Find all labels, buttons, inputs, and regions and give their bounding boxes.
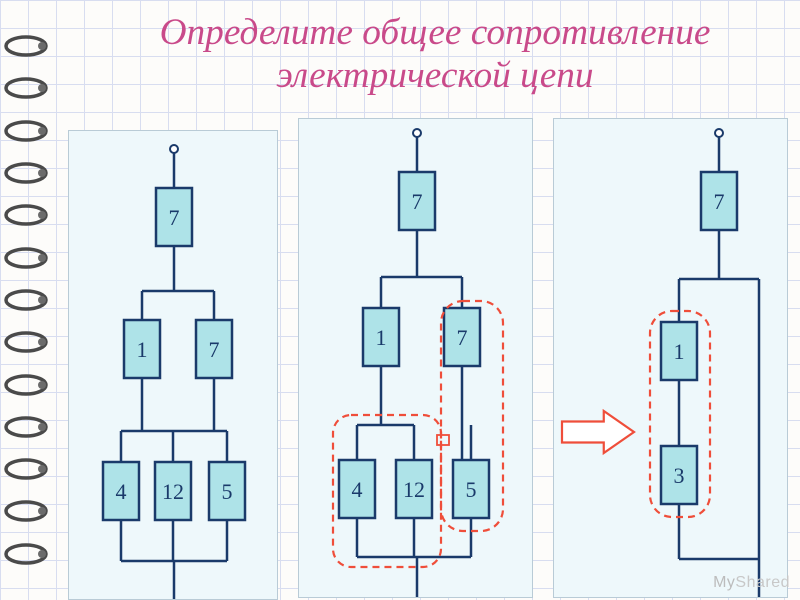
watermark-part2: Shared	[735, 574, 790, 591]
svg-text:5: 5	[222, 479, 233, 504]
svg-text:4: 4	[352, 477, 363, 502]
svg-text:12: 12	[403, 477, 425, 502]
circuit-panel-2: 7 1 7 4 12 5	[298, 118, 533, 598]
svg-text:7: 7	[169, 205, 180, 230]
page-title: Определите общее сопротивление электриче…	[70, 12, 800, 98]
svg-text:1: 1	[137, 337, 148, 362]
svg-text:1: 1	[376, 325, 387, 350]
watermark: MyShared	[713, 574, 790, 592]
svg-text:7: 7	[714, 189, 725, 214]
svg-text:12: 12	[162, 479, 184, 504]
title-line1: Определите общее сопротивление	[70, 12, 800, 55]
circuit-panels: 7 1 7 4 12 5 7 1 7 4 12 5 7 1 3	[68, 118, 800, 600]
svg-text:7: 7	[457, 325, 468, 350]
watermark-part1: My	[713, 574, 735, 591]
title-line2: электрической цепи	[70, 55, 800, 98]
svg-text:7: 7	[209, 337, 220, 362]
svg-text:4: 4	[116, 479, 127, 504]
circuit-panel-1: 7 1 7 4 12 5	[68, 130, 278, 600]
circuit-panel-3: 7 1 3	[553, 118, 788, 598]
svg-text:3: 3	[674, 463, 685, 488]
svg-text:7: 7	[412, 189, 423, 214]
svg-text:5: 5	[466, 477, 477, 502]
svg-text:1: 1	[674, 339, 685, 364]
spiral-binding	[0, 0, 60, 600]
